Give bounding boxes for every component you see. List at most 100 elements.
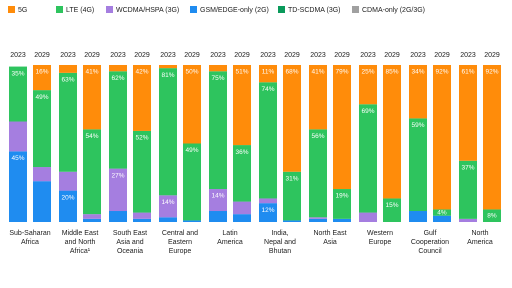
- year-label: 2023: [460, 52, 476, 59]
- bar-segment: [383, 65, 401, 199]
- value-label: 59%: [411, 122, 424, 129]
- bar-segment: [409, 118, 427, 212]
- region-label: Central and: [162, 230, 198, 237]
- year-label: 2023: [210, 52, 226, 59]
- value-label: 69%: [361, 108, 374, 115]
- year-label: 2029: [234, 52, 250, 59]
- bar-segment: [183, 65, 201, 144]
- year-label: 2029: [84, 52, 100, 59]
- legend-label: CDMA-only (2G/3G): [362, 7, 425, 14]
- year-label: 2023: [410, 52, 426, 59]
- bar-segment: [259, 65, 277, 83]
- year-label: 2029: [184, 52, 200, 59]
- bar-segment: [109, 211, 127, 222]
- bar-segment: [333, 65, 351, 190]
- bar-segment: [209, 189, 227, 212]
- bar-segment: [259, 82, 277, 199]
- value-label: 62%: [111, 75, 124, 82]
- bar-segment: [433, 209, 451, 216]
- year-label: 2029: [434, 52, 450, 59]
- region-label: Europe: [369, 239, 392, 246]
- bar-segment: [409, 65, 427, 119]
- region-label: Bhutan: [269, 248, 291, 255]
- region-label: Africa¹: [70, 248, 91, 255]
- bar-segment: [283, 171, 301, 221]
- region-label: South East: [113, 230, 147, 237]
- value-label: 11%: [262, 69, 275, 76]
- bar-segment: [159, 65, 177, 69]
- bar-segment: [59, 171, 77, 191]
- year-label: 2029: [134, 52, 150, 59]
- bar-segment: [59, 65, 77, 73]
- region-label: Eastern: [168, 239, 192, 246]
- bar-segment: [83, 129, 101, 215]
- legend-swatch: [278, 6, 285, 13]
- bar-segment: [209, 65, 227, 72]
- region-label: Nepal and: [264, 239, 296, 246]
- value-label: 34%: [411, 69, 424, 76]
- value-label: 19%: [335, 193, 348, 200]
- region-label: and North: [65, 239, 96, 246]
- bar-segment: [233, 201, 251, 215]
- value-label: 92%: [435, 69, 448, 76]
- bar-segment: [233, 214, 251, 222]
- value-label: 41%: [311, 69, 324, 76]
- bar-segment: [433, 65, 451, 210]
- bar-segment: [459, 65, 477, 161]
- value-label: 16%: [35, 69, 48, 76]
- bar-segment: [109, 168, 127, 212]
- value-label: 49%: [185, 147, 198, 154]
- bar-segment: [33, 167, 51, 182]
- bar-segment: [333, 189, 351, 219]
- value-label: 14%: [211, 193, 224, 200]
- value-label: 56%: [311, 133, 324, 140]
- bar-segment: [159, 68, 177, 196]
- bar-segment: [133, 130, 151, 213]
- legend-label: LTE (4G): [66, 7, 94, 14]
- region-label: Council: [418, 248, 442, 255]
- bar-segment: [283, 220, 301, 222]
- region-label: Middle East: [62, 230, 99, 237]
- year-label: 2029: [484, 52, 500, 59]
- year-label: 2029: [284, 52, 300, 59]
- value-label: 68%: [285, 69, 298, 76]
- bar-segment: [183, 143, 201, 221]
- bar-segment: [33, 65, 51, 91]
- region-label: Sub-Saharan: [9, 230, 50, 237]
- bar-segment: [209, 211, 227, 222]
- bar-segment: [459, 218, 477, 222]
- bar-segment: [9, 121, 27, 152]
- bar-segment: [83, 214, 101, 219]
- value-label: 14%: [161, 199, 174, 206]
- bar-segment: [259, 198, 277, 204]
- year-label: 2029: [334, 52, 350, 59]
- value-label: 42%: [135, 69, 148, 76]
- legend-label: WCDMA/HSPA (3G): [116, 7, 179, 14]
- region-label: India,: [271, 230, 288, 237]
- bar-segment: [9, 151, 27, 222]
- value-label: 8%: [487, 212, 497, 219]
- bar-segment: [83, 65, 101, 130]
- bar-segment: [459, 160, 477, 219]
- value-label: 41%: [85, 69, 98, 76]
- legend-label: 5G: [18, 7, 27, 14]
- value-label: 63%: [61, 77, 74, 84]
- year-label: 2029: [34, 52, 50, 59]
- value-label: 85%: [385, 69, 398, 76]
- bar-segment: [109, 71, 127, 169]
- region-label: North East: [313, 230, 346, 237]
- value-label: 75%: [211, 75, 224, 82]
- value-label: 61%: [461, 69, 474, 76]
- year-label: 2023: [260, 52, 276, 59]
- value-label: 20%: [61, 194, 74, 201]
- bar-segment: [409, 211, 427, 222]
- bar-segment: [33, 181, 51, 222]
- value-label: 49%: [35, 94, 48, 101]
- value-label: 36%: [235, 149, 248, 156]
- bar-segment: [309, 217, 327, 219]
- bar-segment: [359, 104, 377, 213]
- year-label: 2023: [160, 52, 176, 59]
- value-label: 25%: [361, 69, 374, 76]
- bar-segment: [33, 90, 51, 168]
